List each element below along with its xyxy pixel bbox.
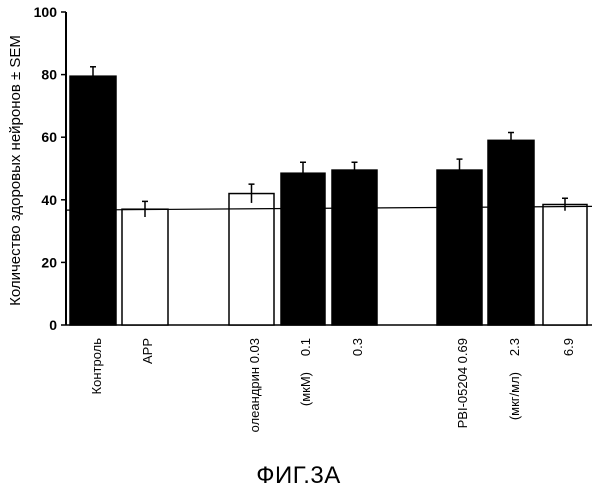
y-tick-label: 60 [41,129,57,145]
y-tick-label: 100 [34,4,58,20]
chart-bars [66,67,592,325]
figure-caption: ФИГ.3А [0,462,597,490]
x-tick-label: 0.3 [350,338,365,356]
chart-labels: Контроль APP олеандрин 0.03 0.1 0.3 PBI-05204… [89,338,576,433]
bar [281,173,325,325]
y-tick-label: 40 [41,192,57,208]
bar-chart: 0 20 40 60 80 100 Количество здоровых нейронов… [0,0,597,460]
x-tick-label: APP [140,338,155,364]
bar [229,194,274,325]
y-axis-title: Количество здоровых нейронов ± SEM [7,35,24,306]
x-tick-label: 0.1 [298,338,313,356]
x-unit-label: (мкг/мл) [507,372,522,420]
bar [543,204,587,325]
bar [332,170,377,325]
x-unit-label: (мкМ) [298,372,313,406]
x-tick-label: Контроль [89,338,104,395]
x-tick-label: 6.9 [561,338,576,356]
x-tick-label: PBI-05204 0.69 [455,338,470,428]
bar [70,76,116,325]
bar [437,170,482,325]
y-tick-label: 80 [41,67,57,83]
y-tick-label: 0 [49,317,57,333]
x-tick-label: олеандрин 0.03 [247,338,262,432]
y-tick-label: 20 [41,254,57,270]
bar [488,140,534,325]
bar [122,209,168,325]
x-tick-label: 2.3 [507,338,522,356]
